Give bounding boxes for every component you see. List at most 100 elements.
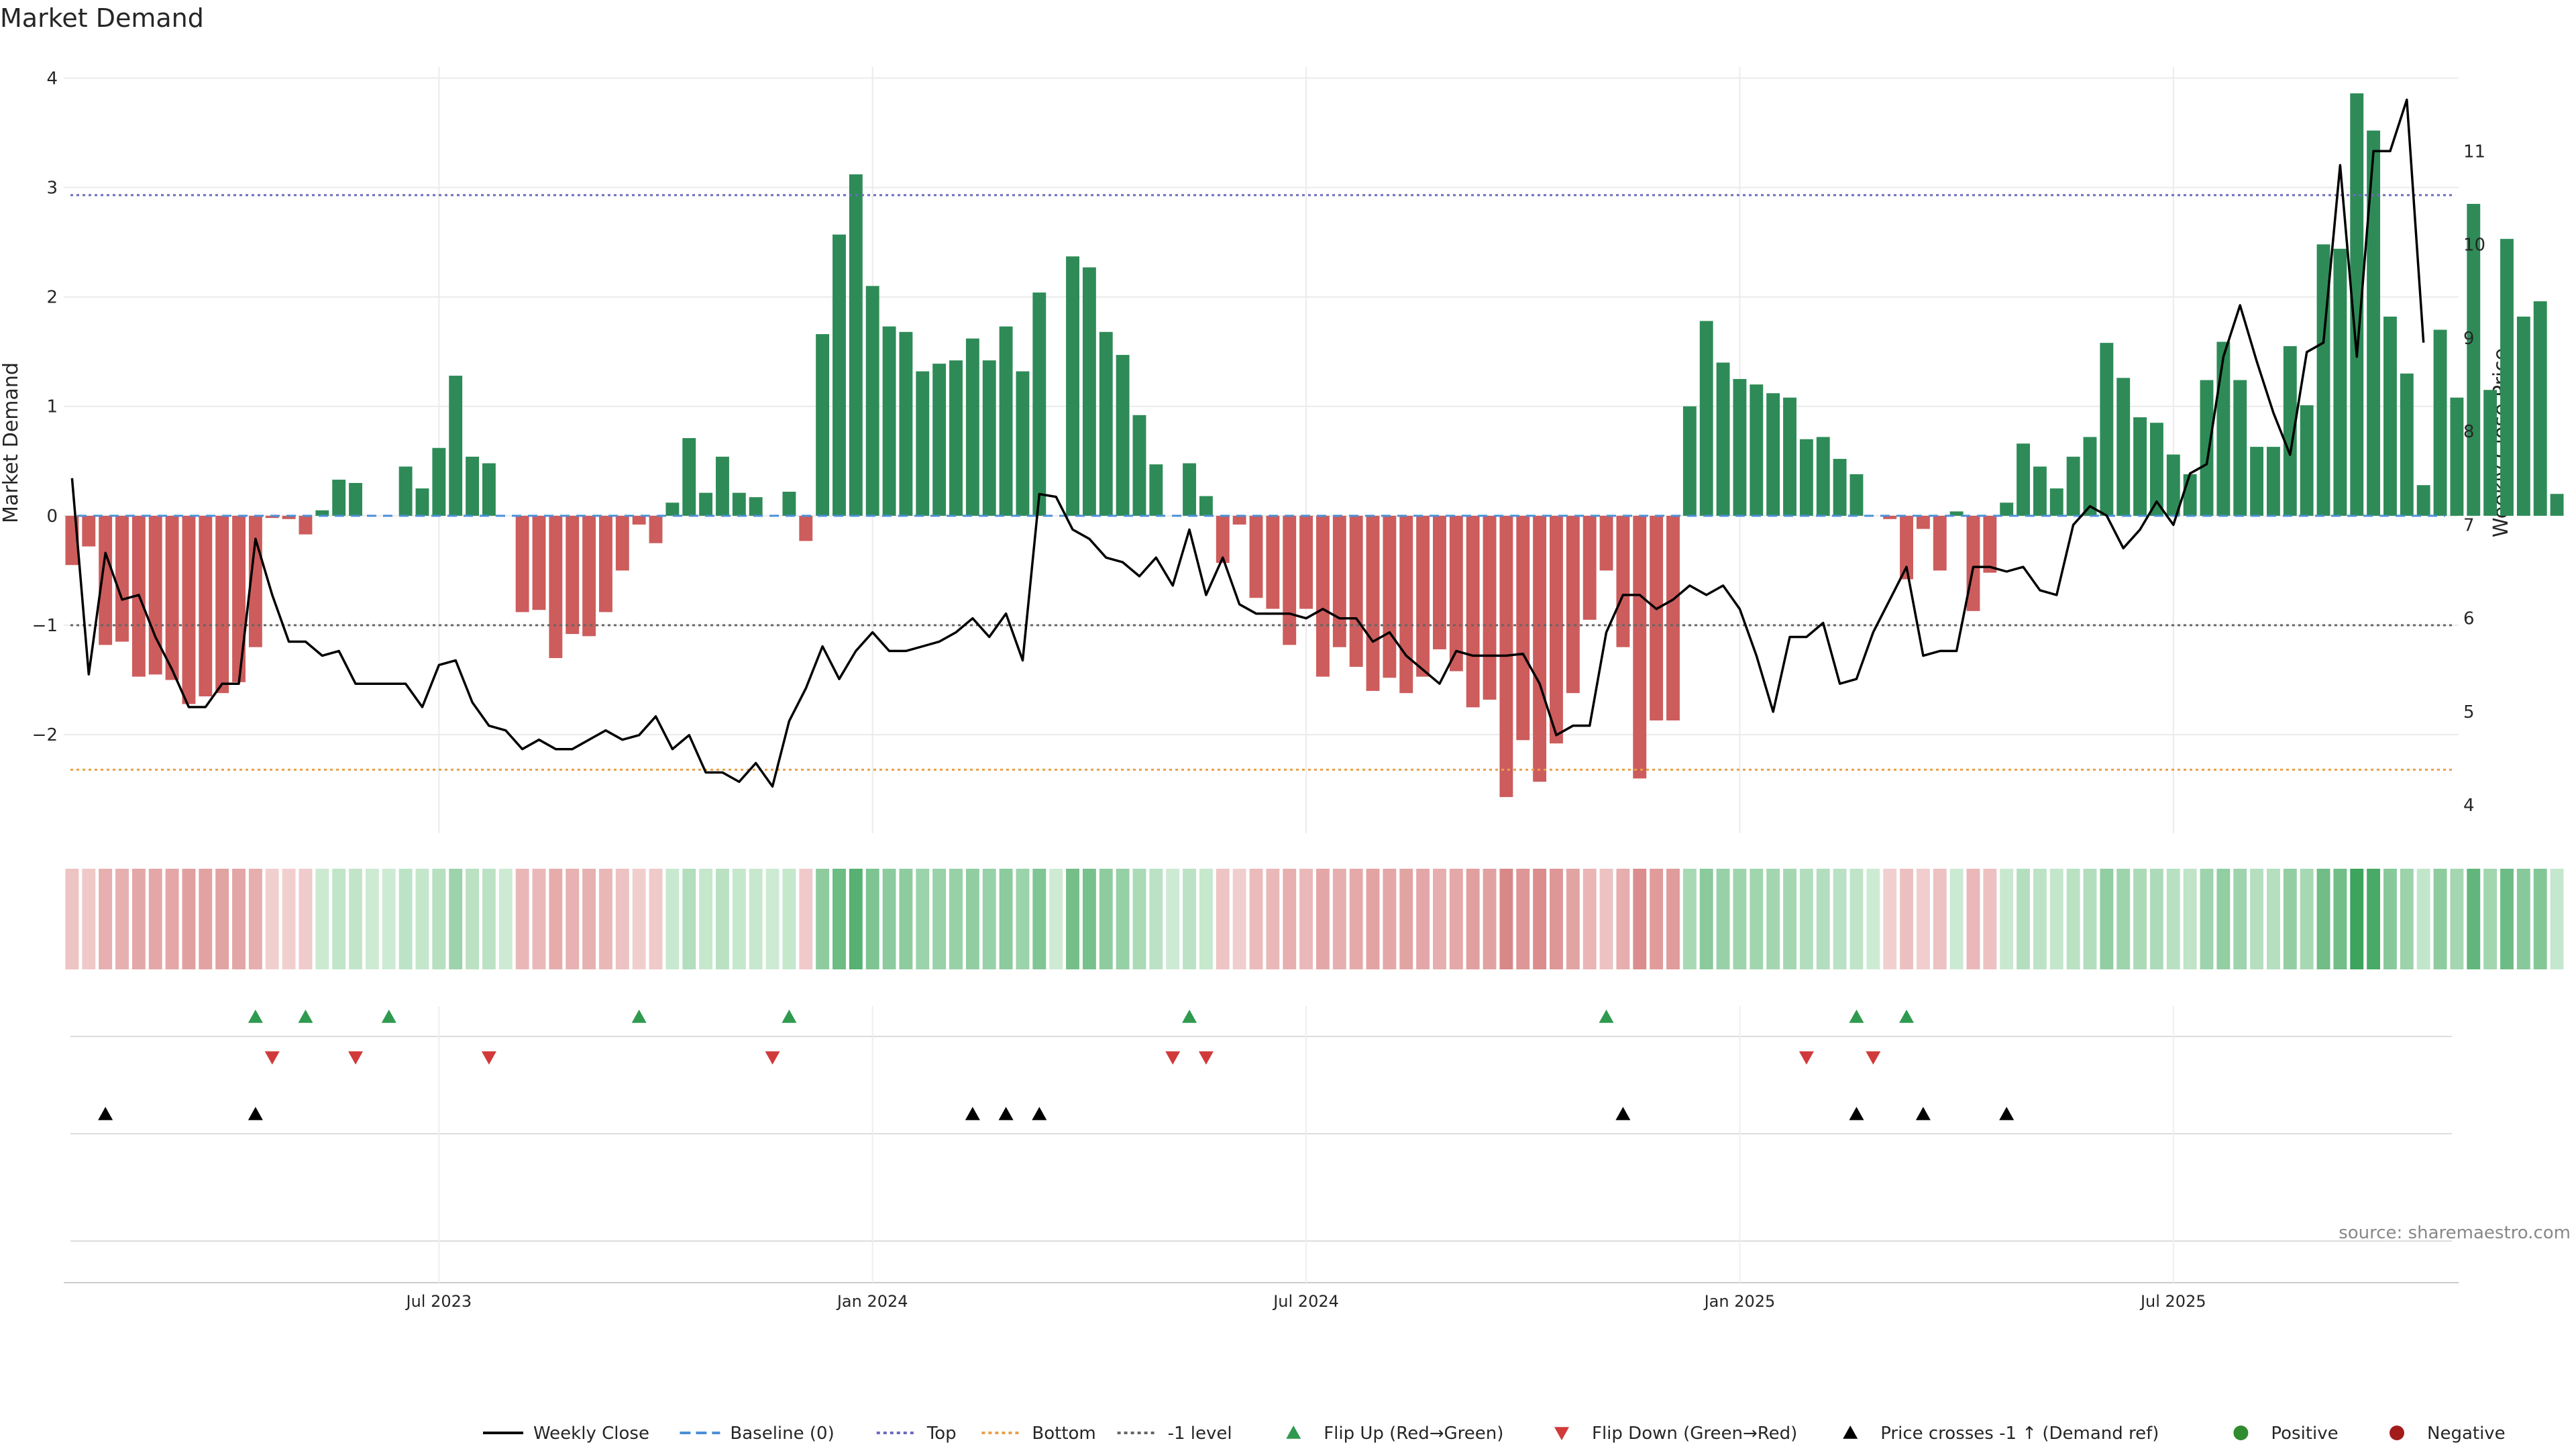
demand-bar-positive: [2350, 93, 2364, 516]
heat-cell: [699, 869, 713, 969]
demand-bar-positive: [2166, 454, 2180, 516]
demand-bar-positive: [965, 338, 979, 516]
heat-cell: [1483, 869, 1497, 969]
demand-bar-positive: [2283, 346, 2297, 516]
heat-cell: [2049, 869, 2063, 969]
heat-cell: [549, 869, 563, 969]
demand-bar-positive: [2033, 466, 2047, 516]
legend-item-flipup: Flip Up (Red→Green): [1286, 1424, 1503, 1444]
demand-bar-negative: [1883, 515, 1897, 519]
demand-bar-negative: [532, 515, 546, 610]
price-cross-marker: [1999, 1107, 2015, 1120]
demand-bar-positive: [2017, 443, 2030, 516]
y-tick-label-left: −1: [32, 616, 58, 636]
demand-bar-negative: [1349, 515, 1363, 667]
demand-bar-positive: [2049, 488, 2063, 516]
demand-bars: [65, 93, 2564, 798]
heat-cell: [1650, 869, 1664, 969]
heat-cell: [932, 869, 947, 969]
heat-cell: [2367, 869, 2381, 969]
heat-cell: [1900, 869, 1913, 969]
heat-cell: [2333, 869, 2347, 969]
heat-cell: [566, 869, 580, 969]
demand-bar-negative: [199, 515, 213, 697]
heat-cell: [315, 869, 329, 969]
legend-label: Flip Up (Red→Green): [1324, 1424, 1503, 1444]
heat-cell: [115, 869, 129, 969]
demand-bar-negative: [1266, 515, 1280, 609]
heat-cell: [682, 869, 696, 969]
y-tick-label-right: 8: [2463, 422, 2475, 442]
heat-cell: [665, 869, 680, 969]
demand-bar-positive: [1116, 355, 1130, 516]
demand-bar-negative: [182, 515, 196, 704]
legend-item-flipdown: Flip Down (Green→Red): [1554, 1424, 1797, 1444]
flip-up-marker: [298, 1010, 313, 1023]
heat-cell: [1283, 869, 1297, 969]
heat-cell: [899, 869, 913, 969]
demand-bar-negative: [1533, 515, 1547, 782]
demand-bar-positive: [2066, 456, 2080, 516]
flip-up-marker: [782, 1010, 797, 1023]
y-tick-label-left: 3: [46, 178, 58, 198]
demand-bar-positive: [849, 174, 863, 516]
heat-cell: [1916, 869, 1930, 969]
heat-cell: [2250, 869, 2264, 969]
heat-cell: [2116, 869, 2131, 969]
legend-label: Top: [926, 1424, 957, 1444]
demand-bar-positive: [716, 456, 729, 516]
heat-cell: [1766, 869, 1780, 969]
heat-cell: [148, 869, 162, 969]
demand-bar-negative: [799, 515, 813, 541]
flip-up-marker: [1599, 1010, 1614, 1023]
demand-bar-positive: [2416, 485, 2430, 516]
legend-swatch-triangle-down: [1554, 1427, 1569, 1440]
demand-bar-positive: [682, 438, 696, 516]
demand-bar-negative: [1332, 515, 1346, 647]
heat-cell: [1099, 869, 1113, 969]
demand-bar-positive: [1949, 511, 1964, 516]
heat-cell: [1366, 869, 1380, 969]
demand-bar-positive: [349, 482, 362, 516]
demand-bar-positive: [2467, 203, 2481, 516]
y-tick-label-left: −2: [32, 725, 58, 745]
heat-cell: [2200, 869, 2214, 969]
y-axis-label-left: Market Demand: [0, 362, 23, 523]
heat-cell: [2467, 869, 2481, 969]
demand-bar-positive: [1716, 362, 1730, 516]
demand-bar-positive: [2000, 502, 2014, 516]
flip-down-marker: [1799, 1051, 1814, 1065]
demand-bar-positive: [1766, 393, 1780, 516]
heat-cell: [916, 869, 930, 969]
heat-cell: [1132, 869, 1146, 969]
demand-bar-negative: [1916, 515, 1930, 529]
heat-cell: [1249, 869, 1263, 969]
demand-bar-negative: [82, 515, 96, 547]
demand-bar-positive: [732, 492, 746, 516]
price-cross-marker: [248, 1107, 263, 1120]
heat-cell: [865, 869, 879, 969]
demand-bar-negative: [1416, 515, 1430, 677]
demand-bar-positive: [816, 334, 830, 516]
demand-bar-positive: [2533, 301, 2547, 516]
heat-cell: [1799, 869, 1813, 969]
weekly-close-line: [70, 98, 2425, 788]
demand-bar-positive: [999, 326, 1013, 516]
heat-cell: [2216, 869, 2231, 969]
demand-bar-positive: [1783, 397, 1796, 516]
y-tick-label-right: 5: [2463, 702, 2475, 722]
demand-bar-positive: [2450, 397, 2464, 516]
heat-cell: [1449, 869, 1463, 969]
legend-label: Negative: [2427, 1424, 2506, 1444]
heat-cell: [1166, 869, 1180, 969]
demand-bar-positive: [1750, 384, 1764, 516]
heat-cell: [299, 869, 313, 969]
heat-cell: [382, 869, 396, 969]
demand-bar-negative: [1449, 515, 1463, 672]
heat-cell: [2450, 869, 2464, 969]
demand-bar-negative: [1900, 515, 1913, 580]
heat-cell: [1299, 869, 1313, 969]
heat-cell: [532, 869, 546, 969]
heat-cell: [2133, 869, 2147, 969]
heat-cell: [449, 869, 463, 969]
